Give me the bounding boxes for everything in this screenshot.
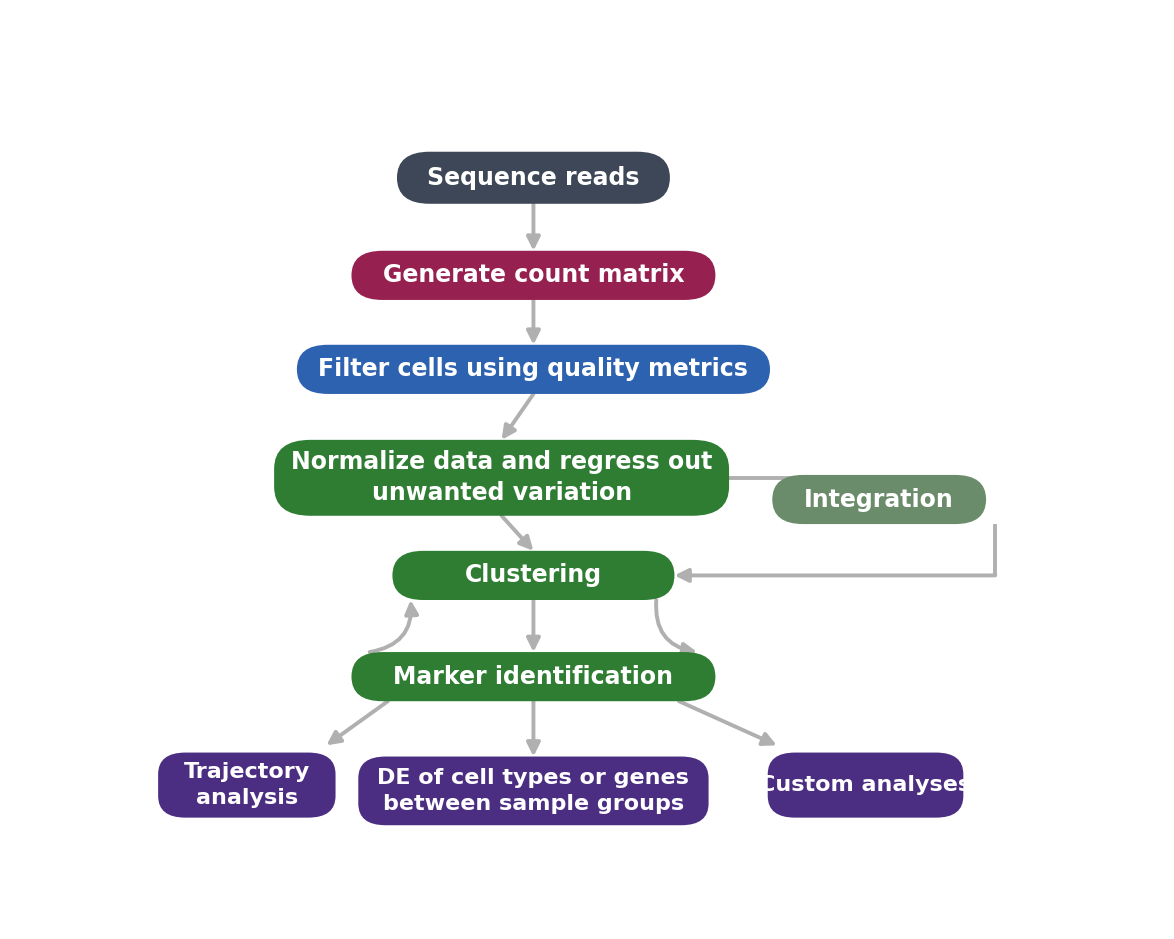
Text: Integration: Integration — [804, 487, 954, 512]
FancyBboxPatch shape — [358, 757, 709, 825]
FancyBboxPatch shape — [351, 251, 715, 300]
FancyBboxPatch shape — [768, 752, 964, 818]
FancyBboxPatch shape — [158, 752, 336, 818]
Text: Normalize data and regress out
unwanted variation: Normalize data and regress out unwanted … — [291, 451, 713, 505]
FancyBboxPatch shape — [297, 345, 770, 394]
Text: Sequence reads: Sequence reads — [427, 166, 640, 190]
Text: Trajectory
analysis: Trajectory analysis — [183, 762, 310, 808]
FancyBboxPatch shape — [275, 439, 729, 516]
Text: Generate count matrix: Generate count matrix — [383, 263, 684, 287]
FancyBboxPatch shape — [397, 152, 670, 204]
FancyBboxPatch shape — [772, 475, 986, 524]
FancyBboxPatch shape — [351, 652, 715, 701]
Text: Clustering: Clustering — [465, 563, 602, 588]
Text: Marker identification: Marker identification — [393, 665, 674, 688]
Text: Filter cells using quality metrics: Filter cells using quality metrics — [318, 358, 748, 381]
Text: DE of cell types or genes
between sample groups: DE of cell types or genes between sample… — [378, 768, 689, 814]
Text: Custom analyses: Custom analyses — [760, 775, 972, 795]
FancyBboxPatch shape — [392, 551, 675, 600]
